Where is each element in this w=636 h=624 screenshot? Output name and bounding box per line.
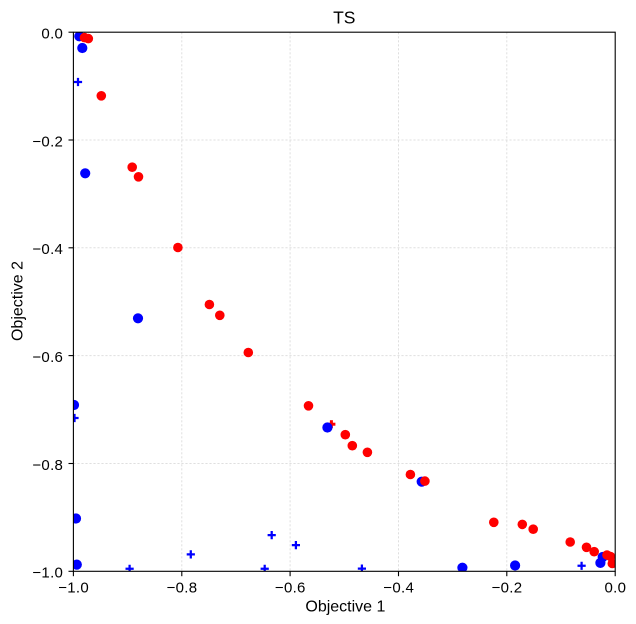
svg-text:−1.0: −1.0 xyxy=(58,580,89,597)
svg-text:Objective 1: Objective 1 xyxy=(305,599,385,616)
svg-text:−0.6: −0.6 xyxy=(275,580,306,597)
svg-text:0.0: 0.0 xyxy=(605,580,627,597)
svg-text:−0.2: −0.2 xyxy=(32,133,63,150)
svg-text:−0.8: −0.8 xyxy=(32,457,63,474)
svg-text:−0.6: −0.6 xyxy=(32,349,63,366)
svg-text:0.0: 0.0 xyxy=(41,26,63,43)
svg-text:−1.0: −1.0 xyxy=(32,565,63,582)
svg-text:−0.4: −0.4 xyxy=(383,580,414,597)
svg-text:Objective 2: Objective 2 xyxy=(9,261,26,341)
svg-text:−0.2: −0.2 xyxy=(492,580,523,597)
svg-text:−0.4: −0.4 xyxy=(32,241,63,258)
svg-text:TS: TS xyxy=(333,8,355,28)
svg-text:−0.8: −0.8 xyxy=(167,580,198,597)
